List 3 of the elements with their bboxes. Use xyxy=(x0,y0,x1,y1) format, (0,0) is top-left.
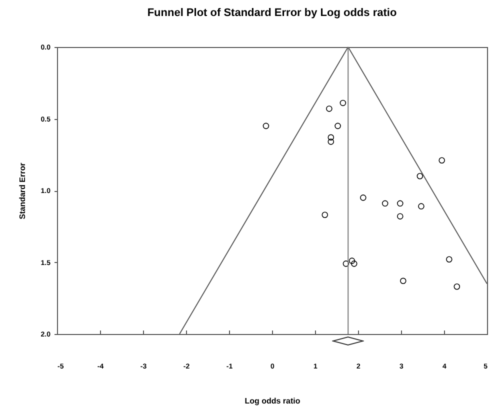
chart-title: Funnel Plot of Standard Error by Log odds ratio xyxy=(147,7,397,19)
y-axis-title: Standard Error xyxy=(18,162,27,220)
x-axis-title: Log odds ratio xyxy=(244,396,300,406)
